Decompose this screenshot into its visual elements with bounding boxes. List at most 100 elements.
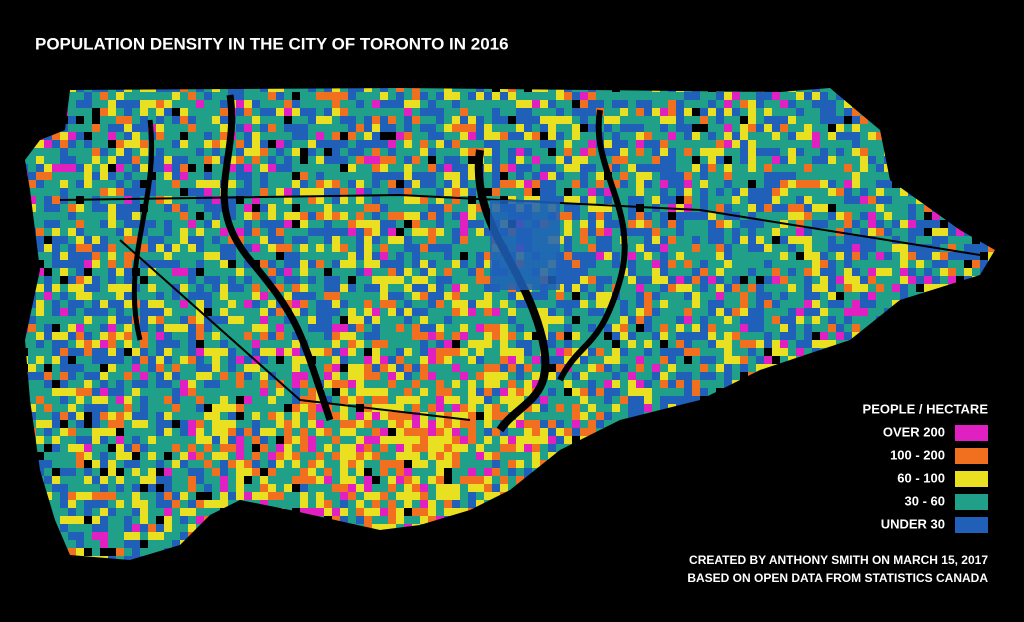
tile — [36, 356, 44, 364]
tile — [220, 396, 228, 404]
tile — [412, 124, 420, 132]
tile — [212, 244, 220, 252]
tile — [196, 260, 204, 268]
tile — [860, 236, 868, 244]
tile — [852, 220, 860, 228]
tile — [172, 140, 180, 148]
tile — [212, 300, 220, 308]
tile — [428, 188, 436, 196]
tile — [596, 308, 604, 316]
tile — [140, 236, 148, 244]
tile — [332, 228, 340, 236]
tile — [124, 412, 132, 420]
tile — [84, 252, 92, 260]
tile — [604, 196, 612, 204]
tile — [500, 148, 508, 156]
tile — [420, 164, 428, 172]
tile — [636, 348, 644, 356]
tile — [388, 236, 396, 244]
tile — [588, 300, 596, 308]
tile — [580, 364, 588, 372]
tile — [76, 236, 84, 244]
tile — [52, 316, 60, 324]
tile — [964, 268, 972, 276]
tile — [788, 340, 796, 348]
tile — [156, 412, 164, 420]
tile — [532, 156, 540, 164]
tile — [756, 140, 764, 148]
tile — [36, 372, 44, 380]
tile — [652, 316, 660, 324]
tile — [628, 308, 636, 316]
tile — [180, 244, 188, 252]
tile — [452, 212, 460, 220]
tile — [636, 396, 644, 404]
tile — [548, 172, 556, 180]
tile — [196, 252, 204, 260]
tile — [76, 260, 84, 268]
tile — [396, 172, 404, 180]
tile — [148, 324, 156, 332]
tile — [244, 140, 252, 148]
tile — [484, 252, 492, 260]
tile — [204, 388, 212, 396]
tile — [380, 404, 388, 412]
tile — [484, 88, 492, 92]
tile — [820, 180, 828, 188]
tile — [572, 324, 580, 332]
tile — [348, 116, 356, 124]
tile — [92, 220, 100, 228]
tile — [684, 116, 692, 124]
tile — [708, 364, 716, 372]
tile — [276, 228, 284, 236]
tile — [124, 276, 132, 284]
tile — [620, 148, 628, 156]
tile — [740, 140, 748, 148]
tile — [108, 292, 116, 300]
tile — [700, 244, 708, 252]
tile — [452, 284, 460, 292]
tile — [532, 92, 540, 100]
tile — [396, 252, 404, 260]
tile — [636, 92, 644, 100]
tile — [548, 388, 556, 396]
tile — [596, 268, 604, 276]
tile — [76, 172, 84, 180]
tile — [492, 340, 500, 348]
tile — [884, 284, 892, 292]
tile — [724, 212, 732, 220]
tile — [556, 380, 564, 388]
tile — [828, 340, 836, 348]
tile — [420, 372, 428, 380]
tile — [380, 316, 388, 324]
tile — [124, 332, 132, 340]
tile — [364, 276, 372, 284]
tile — [420, 236, 428, 244]
tile — [180, 308, 188, 316]
tile — [908, 268, 916, 276]
tile — [444, 180, 452, 188]
tile — [692, 356, 700, 364]
tile — [76, 340, 84, 348]
tile — [172, 156, 180, 164]
tile — [516, 92, 524, 100]
tile — [844, 180, 852, 188]
tile — [700, 348, 708, 356]
tile — [836, 220, 844, 228]
tile — [116, 308, 124, 316]
tile — [84, 276, 92, 284]
tile — [44, 308, 52, 316]
tile — [204, 284, 212, 292]
tile — [356, 316, 364, 324]
tile — [476, 332, 484, 340]
tile — [188, 380, 196, 388]
tile — [172, 372, 180, 380]
tile — [92, 356, 100, 364]
tile — [156, 228, 164, 236]
tile — [612, 132, 620, 140]
tile — [428, 252, 436, 260]
tile — [164, 132, 172, 140]
tile — [340, 284, 348, 292]
tile — [300, 244, 308, 252]
tile — [444, 268, 452, 276]
